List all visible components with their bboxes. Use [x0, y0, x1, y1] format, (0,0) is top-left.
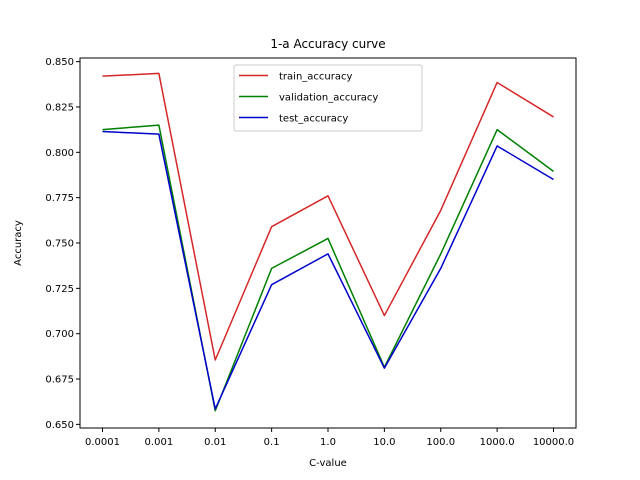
chart-title: 1-a Accuracy curve [270, 37, 385, 51]
legend-label-train-accuracy: train_accuracy [279, 72, 352, 83]
y-tick-label: 0.750 [45, 239, 74, 250]
x-tick-label: 0.0001 [85, 437, 120, 448]
x-tick-label: 0.001 [145, 437, 174, 448]
y-axis-ticks: 0.650 0.675 0.700 0.725 0.750 0.775 0.800 0.825… [45, 57, 80, 431]
x-tick-label: 0.1 [264, 437, 280, 448]
legend-label-test-accuracy: test_accuracy [279, 114, 348, 125]
x-tick-label: 10000.0 [533, 437, 574, 448]
legend: train_accuracy validation_accuracy test_ac… [233, 64, 423, 132]
y-tick-label: 0.725 [45, 284, 74, 295]
x-tick-label: 100.0 [426, 437, 455, 448]
y-axis-label: Accuracy [13, 220, 24, 266]
legend-box [233, 64, 423, 132]
x-axis-ticks: 0.0001 0.001 0.01 0.1 1.0 10.0 100.0 1000.0 1000… [85, 428, 574, 448]
y-tick-label: 0.700 [45, 329, 74, 340]
y-tick-label: 0.650 [45, 420, 74, 431]
legend-label-validation-accuracy: validation_accuracy [279, 93, 378, 104]
y-tick-label: 0.800 [45, 148, 74, 159]
x-tick-label: 10.0 [373, 437, 395, 448]
x-axis-label: C-value [309, 458, 347, 469]
x-tick-label: 0.01 [204, 437, 226, 448]
y-tick-label: 0.675 [45, 375, 74, 386]
y-tick-label: 0.775 [45, 193, 74, 204]
plot-area: 0.650 0.675 0.700 0.725 0.750 0.775 0.800 0.825… [45, 57, 577, 448]
y-tick-label: 0.825 [45, 102, 74, 113]
series-line-test-accuracy [102, 130, 554, 410]
series-line-validation-accuracy [102, 124, 554, 412]
series-lines [102, 72, 554, 412]
x-tick-label: 1000.0 [480, 437, 515, 448]
y-tick-label: 0.850 [45, 57, 74, 68]
x-tick-label: 1.0 [320, 437, 336, 448]
series-line-train-accuracy [102, 72, 554, 361]
